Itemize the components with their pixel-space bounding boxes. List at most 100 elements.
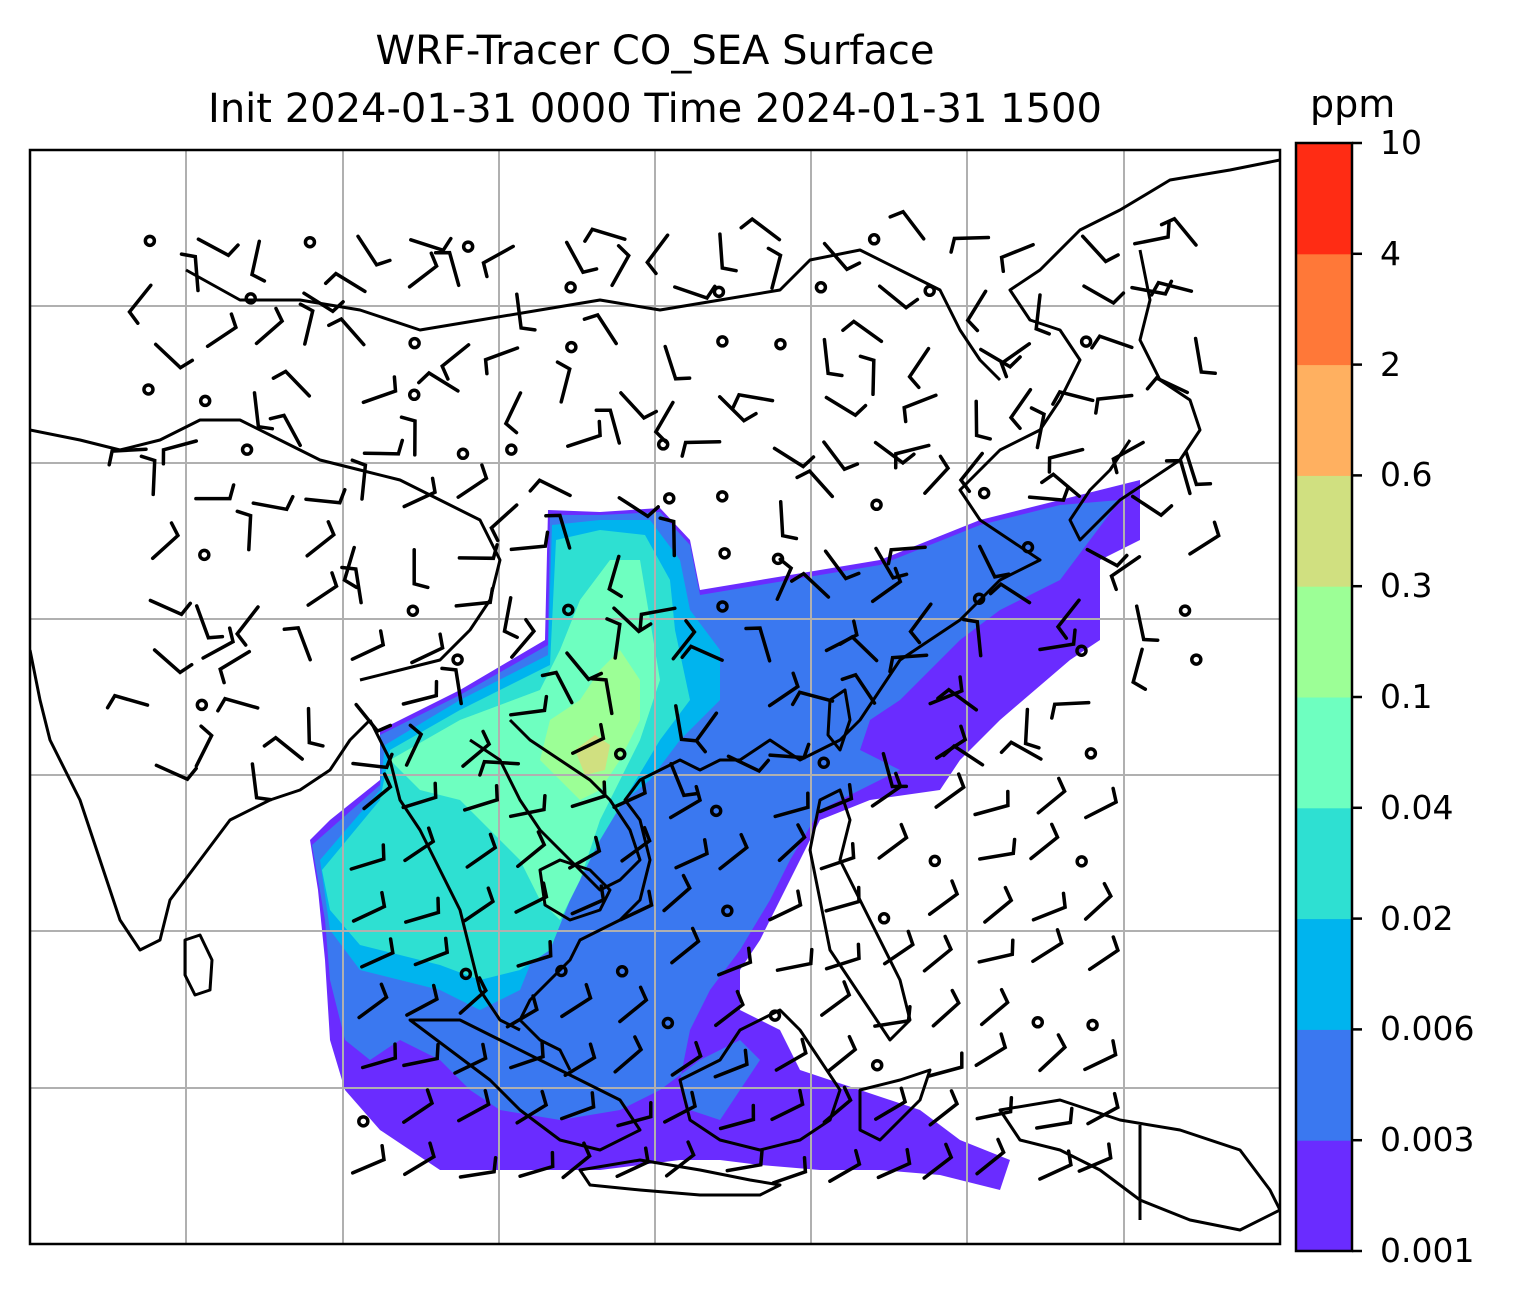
- wind-barb: [979, 987, 1010, 1027]
- wind-barb: [409, 236, 453, 253]
- colorbar-segment: [1296, 807, 1352, 920]
- wind-barb: [361, 375, 398, 405]
- wind-barb: [515, 292, 537, 332]
- wind-barb: [876, 1147, 912, 1180]
- wind-barb: [674, 704, 698, 743]
- wind-barb: [961, 617, 983, 658]
- gridlines: [30, 150, 1280, 1244]
- wind-barb: [590, 676, 614, 716]
- wind-barb: [1038, 628, 1077, 652]
- wind-barb: [1027, 485, 1070, 502]
- wind-barb: [617, 496, 660, 519]
- calm-wind-marker: [656, 438, 670, 451]
- colorbar-tick-label: 0.3: [1380, 566, 1433, 606]
- wind-barb: [774, 1037, 808, 1072]
- wind-barb: [357, 982, 389, 1020]
- wind-barb: [461, 729, 492, 768]
- calm-wind-marker: [877, 912, 891, 925]
- wind-barb: [413, 936, 450, 967]
- wind-barb: [565, 651, 604, 682]
- wind-barb: [674, 838, 709, 870]
- wind-barb: [664, 1140, 696, 1178]
- wind-barb: [457, 543, 499, 561]
- wind-barb: [508, 793, 547, 819]
- wind-barb: [1031, 891, 1067, 922]
- wind-barb: [1159, 216, 1198, 247]
- wind-barb: [824, 619, 859, 653]
- wind-barb: [510, 617, 537, 659]
- colorbar-tick-label: 10: [1380, 123, 1422, 162]
- wind-barb: [941, 743, 985, 767]
- wind-barb: [563, 1042, 597, 1077]
- wind-barb: [840, 672, 877, 705]
- wind-barb: [440, 343, 471, 381]
- calm-wind-marker: [142, 383, 155, 396]
- wind-barb: [936, 687, 979, 712]
- wind-barb: [555, 360, 572, 404]
- wind-barb: [886, 545, 927, 566]
- wind-barb: [1086, 1091, 1120, 1126]
- wind-barb: [150, 521, 181, 561]
- wind-barb: [824, 942, 861, 971]
- wind-barb: [618, 985, 649, 1024]
- coastline-taiwan: [826, 688, 852, 752]
- wind-barb: [1149, 280, 1194, 297]
- wind-barb: [1055, 598, 1081, 640]
- wind-barb: [931, 988, 961, 1028]
- wind-barb: [923, 454, 951, 495]
- calm-wind-marker: [870, 498, 883, 512]
- colorbar-tick-label: 0.6: [1380, 455, 1433, 495]
- wind-barb: [1038, 1149, 1073, 1181]
- coastline-india: [30, 649, 372, 952]
- wind-barb: [999, 242, 1035, 274]
- calm-wind-marker: [1075, 644, 1088, 657]
- field-layer-04: [390, 560, 660, 920]
- wind-barb: [974, 399, 992, 441]
- wind-barb: [362, 438, 405, 456]
- calm-wind-marker: [451, 653, 464, 666]
- wind-barb: [668, 784, 703, 820]
- wind-barb: [870, 566, 903, 604]
- wind-barb: [744, 626, 772, 663]
- wind-barb: [818, 782, 854, 814]
- colorbar-tick-label: 0.04: [1380, 787, 1454, 827]
- wind-barb: [645, 233, 670, 276]
- wind-barb: [1188, 520, 1221, 556]
- wind-barb: [965, 289, 988, 333]
- wind-barb: [790, 690, 835, 707]
- wind-barb: [1133, 221, 1171, 246]
- wind-barb: [615, 1146, 650, 1179]
- border-indochina: [469, 718, 642, 892]
- wind-barb: [826, 1034, 858, 1073]
- coastline-china-east: [518, 158, 1280, 1071]
- wind-barb: [153, 342, 195, 370]
- wind-barb: [483, 346, 520, 376]
- colorbar-segment: [1296, 143, 1352, 255]
- calm-wind-marker: [1079, 335, 1093, 348]
- wind-barb: [767, 671, 800, 708]
- calm-wind-marker: [456, 447, 470, 461]
- coastline-sri-lanka: [183, 933, 214, 997]
- wind-barb: [1164, 458, 1192, 496]
- wind-barb: [616, 1100, 653, 1128]
- coastline-new-guinea: [998, 1098, 1280, 1232]
- wind-barb: [453, 1042, 488, 1075]
- coastline-japan-korea: [1068, 249, 1202, 542]
- wind-barb: [516, 940, 553, 968]
- calm-wind-marker: [303, 235, 317, 249]
- wind-barb: [927, 1051, 964, 1078]
- wind-barb: [417, 370, 460, 393]
- wind-barb: [979, 347, 1022, 369]
- colorbar-segment: [1296, 475, 1352, 587]
- wind-barb: [999, 740, 1043, 761]
- wind-barb: [568, 835, 602, 870]
- wind-barb: [828, 1148, 862, 1183]
- wind-barb: [718, 232, 738, 273]
- wind-barb: [540, 670, 574, 705]
- wind-barb: [161, 439, 199, 466]
- calm-wind-marker: [1190, 653, 1203, 666]
- wind-barb: [1050, 700, 1091, 720]
- calm-wind-marker: [661, 1016, 675, 1030]
- wind-barb: [561, 1141, 592, 1180]
- calm-wind-marker: [1031, 1016, 1045, 1029]
